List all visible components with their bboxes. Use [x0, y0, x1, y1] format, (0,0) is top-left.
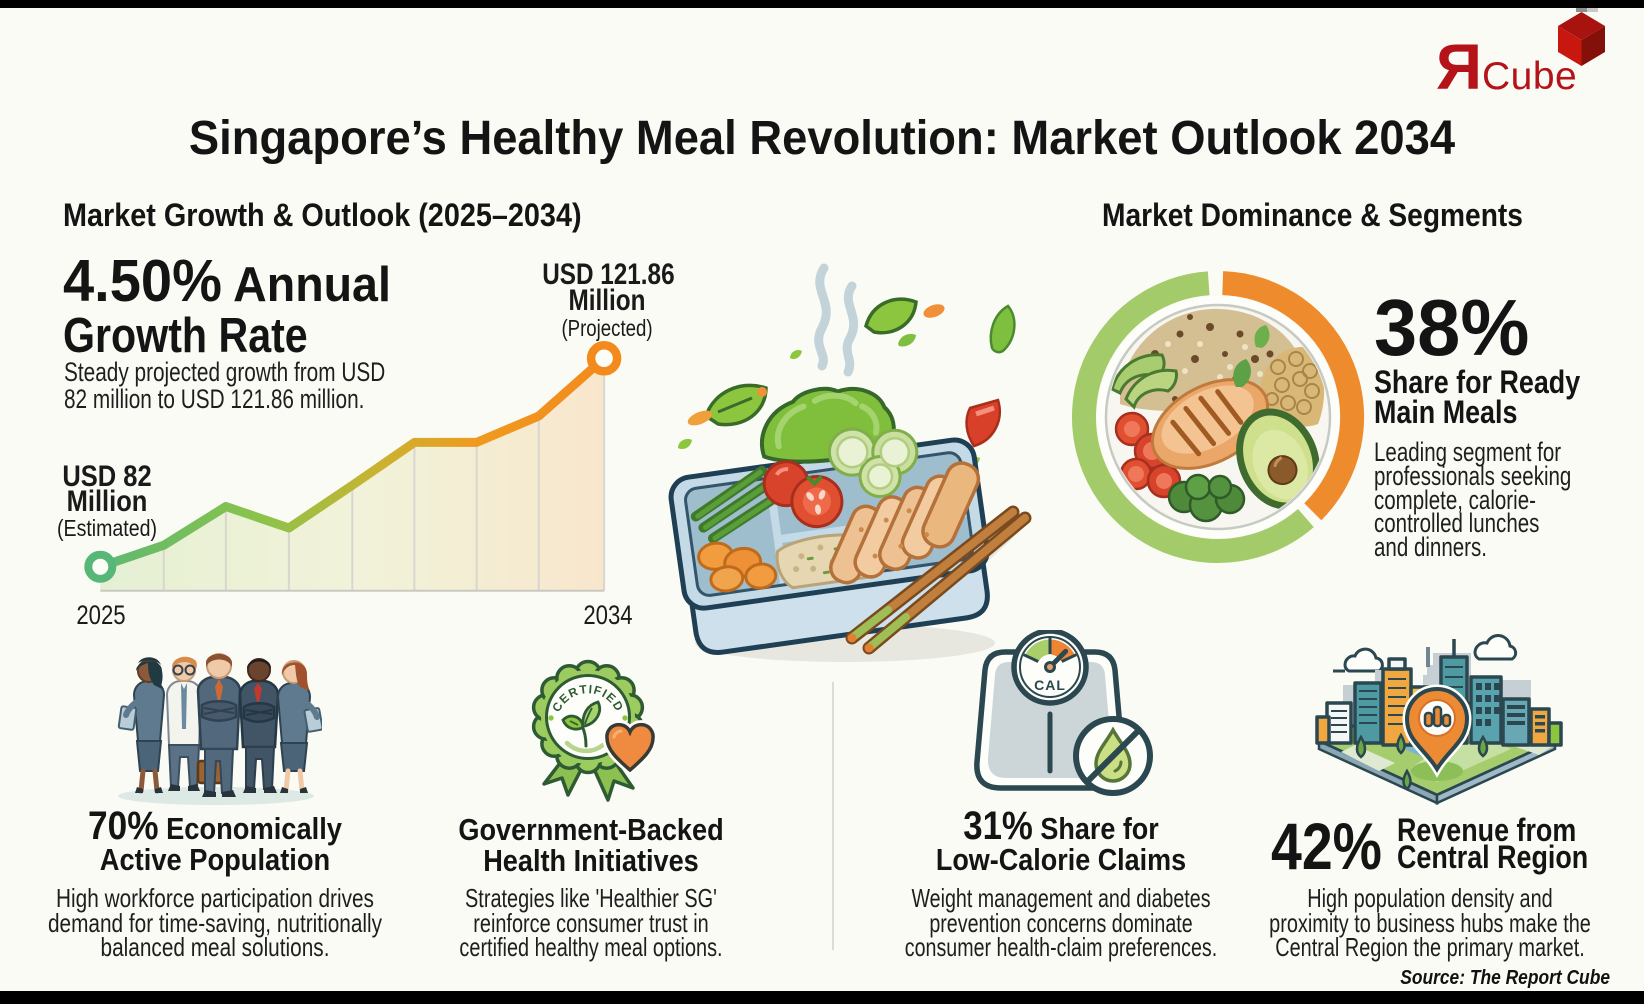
svg-text:CAL: CAL — [1034, 677, 1066, 693]
